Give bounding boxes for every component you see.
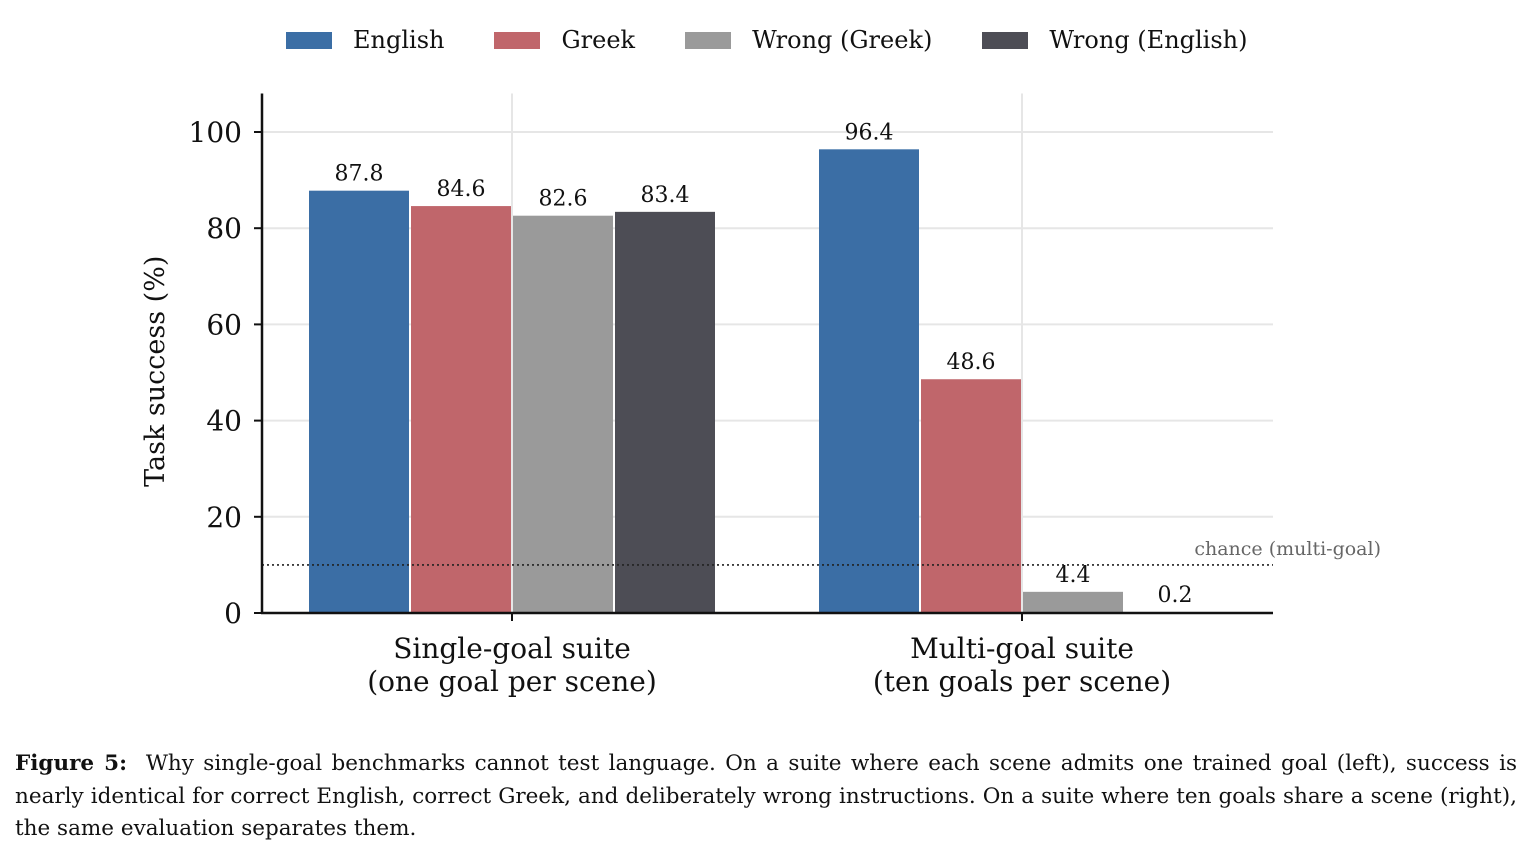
legend-label-greek: Greek	[561, 26, 636, 54]
bar-wrong-greek-0	[513, 215, 613, 613]
data-label-english-0: 87.8	[335, 162, 384, 187]
data-label-greek-0: 84.6	[437, 177, 486, 202]
bar-greek-0	[411, 206, 511, 613]
y-tick-label-0: 0	[224, 597, 242, 630]
caption-text: Why single-goal benchmarks cannot test l…	[15, 751, 1517, 841]
y-tick-label-20: 20	[206, 501, 242, 534]
legend-item-english: English	[286, 26, 444, 54]
chance-line-label: chance (multi-goal)	[1194, 538, 1381, 560]
data-label-english-1: 96.4	[845, 120, 894, 145]
data-label-wrong-english-0: 83.4	[641, 183, 690, 208]
bar-wrong-greek-1	[1023, 591, 1123, 613]
legend-item-wrong-greek: Wrong (Greek)	[685, 26, 932, 54]
legend-item-wrong-english: Wrong (English)	[982, 26, 1248, 54]
chart-legend: English Greek Wrong (Greek) Wrong (Engli…	[286, 26, 1298, 54]
bar-wrong-english-0	[615, 211, 715, 613]
bar-english-1	[819, 149, 919, 614]
legend-label-english: English	[353, 26, 445, 54]
y-tick-label-80: 80	[206, 212, 242, 245]
y-tick-label-40: 40	[206, 405, 242, 438]
x-tick-label-1-line-0: Multi-goal suite	[910, 632, 1134, 665]
data-label-wrong-english-1: 0.2	[1158, 583, 1193, 608]
x-tick-label-0-line-0: Single-goal suite	[393, 632, 631, 665]
legend-swatch-english	[286, 31, 332, 49]
y-tick-label-60: 60	[206, 308, 242, 341]
legend-label-wrong-english: Wrong (English)	[1049, 26, 1248, 54]
y-axis-title: Task success (%)	[140, 256, 171, 487]
legend-label-wrong-greek: Wrong (Greek)	[752, 26, 933, 54]
x-tick-label-0-line-1: (one goal per scene)	[367, 665, 657, 698]
data-label-wrong-greek-1: 4.4	[1056, 563, 1091, 588]
legend-swatch-wrong-english	[982, 31, 1029, 49]
caption-label: Figure 5:	[15, 751, 128, 776]
legend-item-greek: Greek	[494, 26, 635, 54]
bar-greek-1	[921, 379, 1021, 613]
legend-swatch-wrong-greek	[685, 31, 732, 49]
bar-chart: chance (multi-goal) 87.8 96.4 84.6 48.6 82.6 4…	[140, 93, 1381, 698]
x-tick-label-1-line-1: (ten goals per scene)	[873, 665, 1171, 698]
bar-english-0	[309, 190, 409, 613]
data-label-greek-1: 48.6	[947, 350, 996, 375]
legend-swatch-greek	[494, 31, 541, 49]
data-label-wrong-greek-0: 82.6	[539, 187, 588, 212]
figure-caption: Figure 5: Why single-goal benchmarks can…	[15, 748, 1517, 846]
y-tick-label-100: 100	[189, 116, 242, 149]
